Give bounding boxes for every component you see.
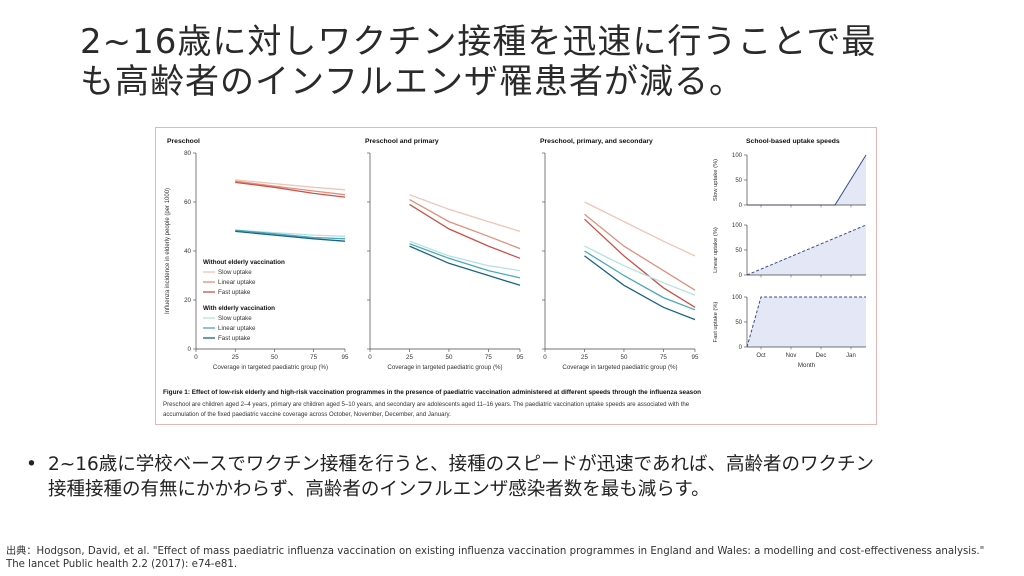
- legend-group-without-elderly: Without elderly vaccination: [203, 259, 285, 266]
- panel-1-y-tick-label: 40: [184, 248, 191, 255]
- panel-3-x-axis-label: Coverage in targeted paediatric group (%…: [562, 364, 677, 371]
- panel-1-title: Preschool: [167, 138, 200, 145]
- bullet-point: • 2~16歳に学校ベースでワクチン接種を行うと、接種のスピードが迅速であれば、…: [26, 452, 1001, 502]
- panel-2-x-tick-label: 50: [446, 354, 453, 361]
- uptake-panel-2-y-tick-label: 100: [732, 223, 743, 229]
- panel-2-series-4-line: [409, 240, 521, 272]
- panel-2-x-tick-label: 75: [485, 354, 492, 361]
- panel-3-series-4-line: [584, 245, 696, 296]
- uptake-x-axis-label: Month: [798, 362, 816, 369]
- panel-3-x-tick-label: 75: [660, 354, 667, 361]
- title-line-1: 2~16歳に対しワクチン接種を迅速に行うことで最: [80, 22, 877, 62]
- panel-1-series-2-line: [235, 180, 346, 196]
- uptake-panel-3-y-axis-label: Fast uptake (%): [713, 301, 719, 342]
- panel-2-series-3-line: [409, 203, 521, 259]
- panel-1-x-axis-label: Coverage in targeted paediatric group (%…: [213, 364, 328, 371]
- uptake-x-tick-label-dec: Dec: [816, 353, 827, 359]
- slide-title: 2~16歳に対しワクチン接種を迅速に行うことで最 も高齢者のインフルエンザ罹患者…: [80, 22, 980, 102]
- panel-1-series-3-line: [235, 181, 346, 198]
- uptake-panel-2-y-tick-label: 0: [739, 273, 743, 279]
- panel-2-series-2-line: [409, 199, 521, 250]
- panel-2-x-axis-label: Coverage in targeted paediatric group (%…: [387, 364, 502, 371]
- uptake-panel-3-y-tick-label: 100: [732, 295, 743, 301]
- panel-3-x-tick-label: 0: [543, 354, 547, 361]
- bullet-line-2: 接種接種の有無にかかわらず、高齢者のインフルエンザ感染者数を最も減らす。: [48, 479, 710, 500]
- panel-1-y-axis-label: Influenza incidence in elderly people (p…: [165, 188, 171, 314]
- panel-1-series-5-line: [235, 229, 346, 240]
- panel-3-x-tick-label: 95: [692, 354, 699, 361]
- panel-1-y-tick-label: 0: [188, 346, 192, 353]
- panel-3-x-tick-label: 25: [581, 354, 588, 361]
- source-citation: 出典：Hodgson, David, et al. "Effect of mas…: [6, 545, 1016, 571]
- panel-1-y-tick-label: 80: [184, 150, 191, 157]
- panel-1-x-tick-label: 50: [271, 354, 278, 361]
- panel-3-series-1-line: [584, 201, 696, 257]
- uptake-panel-1-y-tick-label: 50: [735, 178, 742, 184]
- panel-3-series-6-line: [584, 255, 696, 321]
- panel-2-series-1-line: [409, 194, 521, 233]
- uptake-panel-3-line: [746, 296, 866, 348]
- uptake-panel-1-y-tick-label: 0: [739, 203, 743, 209]
- legend-label-3: Fast uptake: [218, 289, 251, 296]
- legend-label-4: Slow uptake: [218, 315, 252, 322]
- uptake-x-tick-label-nov: Nov: [786, 353, 797, 359]
- panel-1-x-tick-label: 0: [194, 354, 198, 361]
- charts-layer: Preschool 0 20 40 60 80 0 25 50 75 95 Coverage in t…: [165, 138, 867, 371]
- panel-1-x-tick-label: 75: [310, 354, 317, 361]
- panel-1-x-tick-label: 95: [342, 354, 349, 361]
- uptake-x-tick-label-jan: Jan: [846, 353, 856, 359]
- figure-panel: Preschool 0 20 40 60 80 0 25 50 75 95 Coverage in t…: [155, 127, 877, 425]
- figure-caption-line-2: accumulation of the fixed paediatric vac…: [163, 411, 451, 418]
- figure-caption-title: Figure 1: Effect of low-risk elderly and…: [163, 389, 701, 396]
- panel-3-x-tick-label: 50: [621, 354, 628, 361]
- uptake-panel-3-area: [747, 297, 866, 347]
- uptake-panel-3-y-tick-label: 50: [735, 320, 742, 326]
- uptake-panel-3-y-tick-label: 0: [739, 345, 743, 351]
- bullet-marker: •: [26, 454, 37, 475]
- uptake-panel-2-line: [746, 224, 867, 276]
- legend-label-5: Linear uptake: [218, 325, 256, 332]
- panel-3-series-5-line: [584, 250, 696, 311]
- bullet-line-1: 2~16歳に学校ベースでワクチン接種を行うと、接種のスピードが迅速であれば、高齢…: [48, 454, 874, 475]
- uptake-panel-2-y-tick-label: 50: [735, 248, 742, 254]
- uptake-panel-1-y-tick-label: 100: [732, 153, 743, 159]
- panel-2-x-tick-label: 0: [368, 354, 372, 361]
- panel-2-series-6-line: [409, 245, 521, 286]
- panel-1-y-tick-label: 20: [184, 297, 191, 304]
- panel-3-series-2-line: [584, 213, 696, 291]
- panel-3-title: Preschool, primary, and secondary: [540, 138, 653, 145]
- source-line-1: 出典：Hodgson, David, et al. "Effect of mas…: [6, 546, 985, 557]
- legend-group-with-elderly: With elderly vaccination: [203, 305, 275, 312]
- panel-1-x-tick-label: 25: [232, 354, 239, 361]
- legend-label-2: Linear uptake: [218, 279, 256, 286]
- panel-2-series-5-line: [409, 243, 521, 279]
- panel-2-title: Preschool and primary: [365, 138, 439, 145]
- uptake-panel-1-y-axis-label: Slow uptake (%): [713, 159, 719, 201]
- title-line-2: も高齢者のインフルエンザ罹患者が減る。: [80, 62, 744, 102]
- source-line-2: The lancet Public health 2.2 (2017): e74…: [6, 559, 238, 570]
- uptake-panel-1-area: [747, 155, 866, 205]
- figure-caption-line-1: Preschool are children aged 2–4 years, p…: [163, 401, 690, 408]
- legend-label-1: Slow uptake: [218, 269, 252, 276]
- panel-2-x-tick-label: 95: [517, 354, 524, 361]
- uptake-panel-2-area: [747, 225, 866, 275]
- panel-1-y-tick-label: 60: [184, 199, 191, 206]
- uptake-title: School-based uptake speeds: [746, 138, 840, 145]
- panel-1-series-6-line: [235, 230, 346, 242]
- uptake-x-tick-label-oct: Oct: [756, 353, 766, 359]
- panel-2-x-tick-label: 25: [406, 354, 413, 361]
- uptake-panel-2-y-axis-label: Linear uptake (%): [713, 227, 719, 273]
- legend-label-6: Fast uptake: [218, 335, 251, 342]
- panel-3-series-3-line: [584, 218, 696, 308]
- figure-chart: Preschool 0 20 40 60 80 0 25 50 75 95 Coverage in t…: [163, 138, 867, 418]
- panel-1-series-1-line: [235, 179, 346, 191]
